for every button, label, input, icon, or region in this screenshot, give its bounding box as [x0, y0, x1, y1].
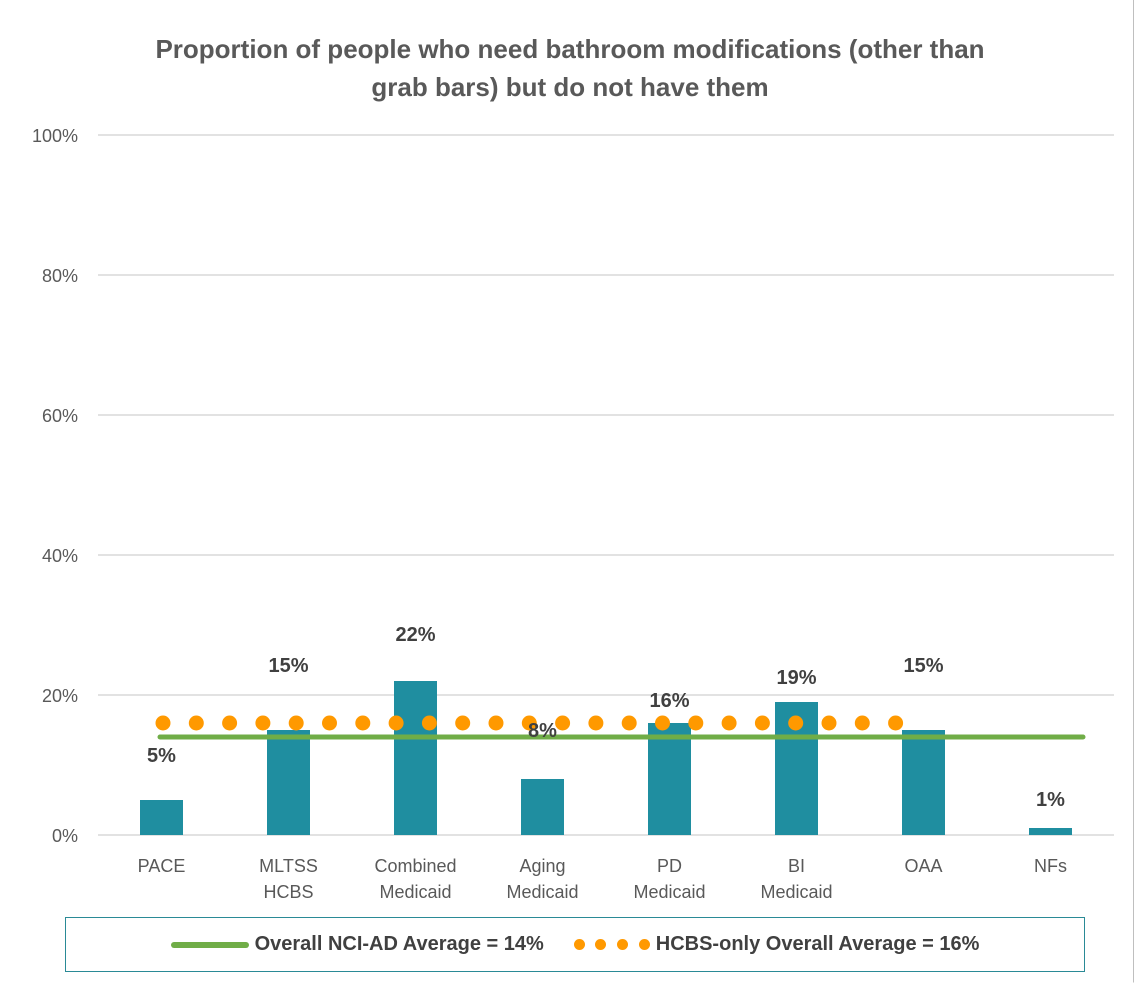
- bar: [648, 723, 691, 835]
- bar: [521, 779, 564, 835]
- bar: [1029, 828, 1072, 835]
- reference-dot-hcbs: [322, 715, 337, 731]
- data-label: 15%: [903, 655, 943, 677]
- reference-dot-hcbs: [188, 715, 204, 731]
- legend-label-hcbs: HCBS-only Overall Average = 16%: [655, 933, 980, 955]
- data-label: 8%: [528, 720, 557, 742]
- chart-legend: Overall NCI-AD Average = 14% HCBS-only O…: [65, 917, 1085, 972]
- x-tick-label: PD: [657, 856, 682, 876]
- bar: [267, 730, 310, 835]
- bar: [394, 681, 437, 835]
- reference-dot-hcbs: [854, 715, 870, 731]
- y-tick-label: 80%: [42, 266, 78, 286]
- data-label: 15%: [268, 655, 308, 677]
- x-tick-label: HCBS: [263, 882, 313, 902]
- data-label: 19%: [776, 667, 816, 689]
- y-tick-label: 40%: [42, 546, 78, 566]
- bar: [140, 800, 183, 835]
- chart-plot: 0% 20% 40% 60% 80% 100% 5% 15% 22% 8% 16% 19% 15% 1% P…: [32, 126, 1114, 902]
- reference-dot-hcbs: [754, 715, 770, 731]
- x-tick-label: Medicaid: [379, 882, 451, 902]
- legend-item-hcbs: HCBS-only Overall Average = 16%: [573, 933, 980, 956]
- reference-dot-hcbs: [355, 715, 371, 731]
- reference-dot-hcbs: [488, 715, 504, 731]
- data-label: 22%: [395, 624, 435, 646]
- chart-title: Proportion of people who need bathroom m…: [155, 34, 985, 102]
- reference-dot-hcbs: [455, 715, 471, 731]
- reference-dot-hcbs: [721, 715, 737, 731]
- data-label: 5%: [147, 745, 176, 767]
- x-tick-label: Combined: [374, 856, 456, 876]
- reference-dot-hcbs: [821, 715, 837, 731]
- reference-dot-hcbs: [588, 715, 604, 731]
- x-tick-label: Medicaid: [506, 882, 578, 902]
- y-tick-label: 20%: [42, 686, 78, 706]
- reference-dot-hcbs: [421, 715, 437, 731]
- x-tick-label: Aging: [519, 856, 565, 876]
- data-label: 1%: [1036, 789, 1065, 811]
- x-tick-label: OAA: [904, 856, 942, 876]
- legend-item-overall: Overall NCI-AD Average = 14%: [170, 933, 544, 956]
- data-label: 16%: [649, 690, 689, 712]
- reference-dot-hcbs: [155, 715, 171, 731]
- y-tick-label: 60%: [42, 406, 78, 426]
- legend-label-overall: Overall NCI-AD Average = 14%: [254, 933, 544, 955]
- legend-swatch-dotted-line: [573, 939, 650, 951]
- reference-dot-hcbs: [555, 715, 571, 731]
- legend-swatch-solid-line: [170, 941, 249, 948]
- x-tick-label: NFs: [1034, 856, 1067, 876]
- y-tick-label: 0%: [52, 826, 78, 846]
- reference-dot-hcbs: [288, 715, 304, 731]
- bar: [902, 730, 945, 835]
- reference-dot-hcbs: [521, 715, 537, 731]
- reference-dot-hcbs: [888, 715, 904, 731]
- reference-dot-hcbs: [621, 715, 637, 731]
- reference-dot-hcbs: [388, 715, 404, 731]
- reference-dot-hcbs: [222, 715, 238, 731]
- y-tick-label: 100%: [32, 126, 78, 146]
- x-tick-label: BI: [788, 856, 805, 876]
- reference-dot-hcbs: [788, 715, 804, 731]
- x-tick-label: Medicaid: [633, 882, 705, 902]
- x-tick-label: Medicaid: [760, 882, 832, 902]
- reference-dot-hcbs: [655, 715, 670, 731]
- reference-dot-hcbs: [255, 715, 271, 731]
- x-tick-label: PACE: [138, 856, 186, 876]
- reference-dot-hcbs: [688, 715, 704, 731]
- x-tick-label: MLTSS: [259, 856, 318, 876]
